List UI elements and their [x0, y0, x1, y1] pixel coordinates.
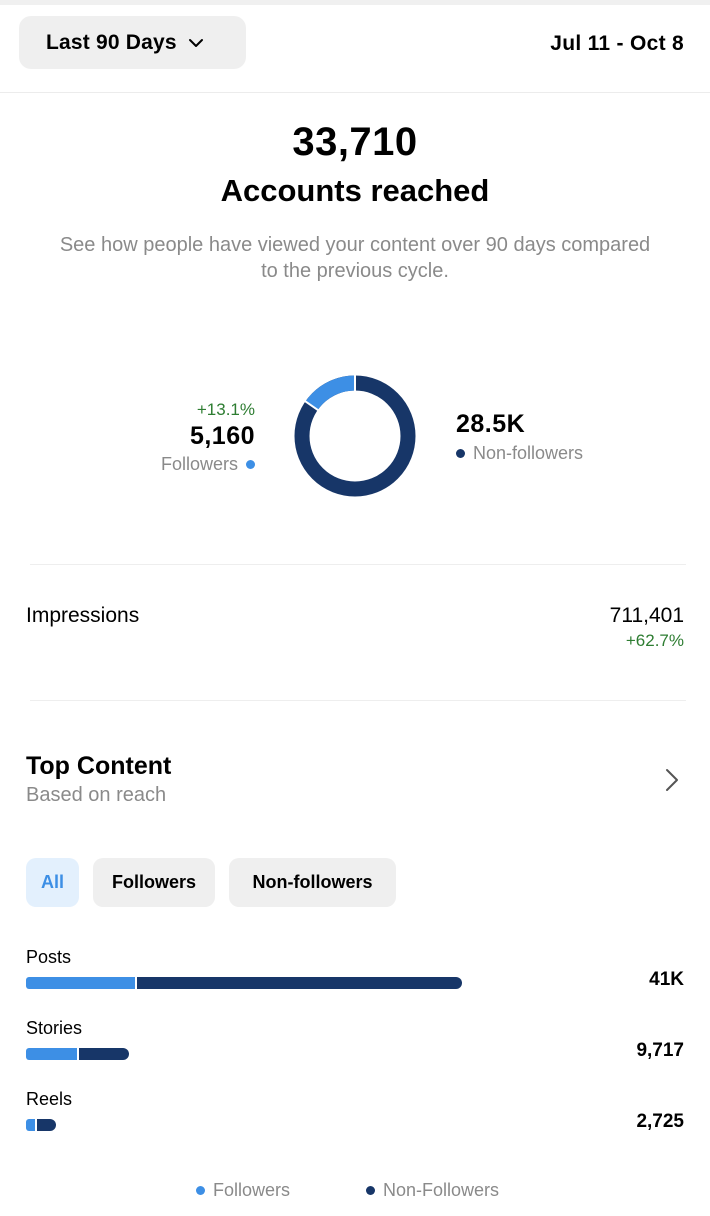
posts-bar-nonfollowers-segment — [137, 977, 462, 989]
nonfollowers-value: 28.5K — [456, 410, 526, 438]
status-strip — [0, 0, 710, 5]
reels-bar-followers-segment — [26, 1119, 35, 1131]
donut-separator — [304, 400, 319, 412]
accounts-reached-value: 33,710 — [292, 120, 418, 164]
reels-bar — [26, 1119, 56, 1131]
divider — [30, 564, 686, 565]
followers-change: +13.1% — [196, 400, 255, 419]
legend-followers: Followers — [196, 1180, 290, 1201]
chevron-down-icon — [188, 38, 203, 47]
stories-bar-followers-segment — [26, 1048, 77, 1060]
posts-bar — [26, 977, 462, 989]
reels-value: 2,725 — [636, 1111, 684, 1132]
accounts-reached-description: See how people have viewed your content … — [59, 234, 651, 282]
legend-followers-dot — [196, 1186, 205, 1195]
top-content-subtitle: Based on reach — [26, 784, 167, 806]
date-range-dropdown-label: Last 90 Days — [46, 30, 177, 54]
nonfollowers-label: Non-followers — [473, 443, 584, 463]
donut-svg — [294, 375, 416, 497]
filter-chip-non-followers[interactable]: Non-followers — [229, 858, 396, 907]
posts-value: 41K — [649, 969, 684, 990]
date-range-text: Jul 11 - Oct 8 — [550, 32, 684, 55]
impressions-change: +62.7% — [625, 631, 684, 650]
bar-gap — [77, 1048, 79, 1060]
filter-chip-all[interactable]: All — [26, 858, 79, 907]
followers-value: 5,160 — [189, 422, 255, 450]
legend-followers-label: Followers — [213, 1180, 291, 1200]
nonfollowers-legend: Non-followers — [456, 443, 583, 464]
nonfollowers-stat: 28.5K Non-followers — [456, 410, 583, 464]
impressions-label: Impressions — [26, 604, 140, 627]
audience-donut-chart — [293, 374, 417, 498]
followers-label: Followers — [160, 454, 238, 474]
posts-label: Posts — [26, 947, 72, 967]
chevron-right-icon[interactable] — [662, 767, 682, 793]
followers-stat: +13.1% 5,160 Followers — [161, 400, 255, 475]
divider — [30, 700, 686, 701]
accounts-reached-label: Accounts reached — [220, 173, 490, 208]
followers-dot — [246, 460, 255, 469]
header: Last 90 Days Jul 11 - Oct 8 — [0, 5, 710, 93]
stories-label: Stories — [26, 1018, 83, 1038]
posts-bar-followers-segment — [26, 977, 135, 989]
legend-nonfollowers: Non-Followers — [366, 1180, 499, 1201]
reels-bar-nonfollowers-segment — [37, 1119, 56, 1131]
reels-label: Reels — [26, 1089, 73, 1109]
bar-gap — [135, 977, 137, 989]
legend-nonfollowers-label: Non-Followers — [383, 1180, 500, 1200]
stories-bar-nonfollowers-segment — [79, 1048, 129, 1060]
stories-bar — [26, 1048, 129, 1060]
bar-gap — [35, 1119, 37, 1131]
stories-value: 9,717 — [636, 1040, 684, 1061]
followers-legend: Followers — [161, 454, 255, 475]
date-range-dropdown[interactable]: Last 90 Days — [19, 16, 246, 69]
top-content-title: Top Content — [26, 752, 172, 780]
donut-followers-segment — [305, 375, 356, 411]
filter-chip-followers[interactable]: Followers — [93, 858, 215, 907]
impressions-value: 711,401 — [609, 604, 684, 627]
nonfollowers-dot — [456, 449, 465, 458]
legend-nonfollowers-dot — [366, 1186, 375, 1195]
